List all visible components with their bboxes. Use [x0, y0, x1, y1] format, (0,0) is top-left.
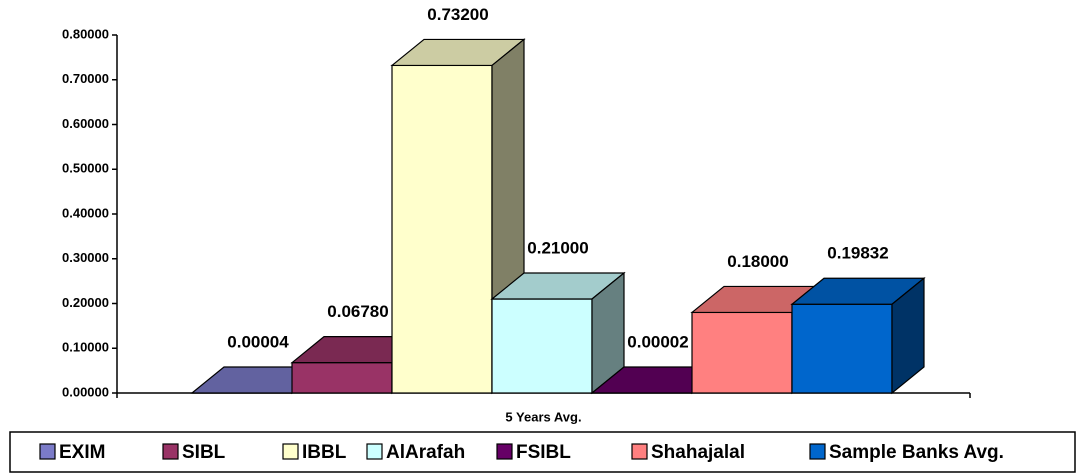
legend-label: AlArafah	[386, 442, 465, 463]
legend-label: SIBL	[182, 442, 226, 463]
bar	[491, 298, 593, 394]
value-label: 0.73200	[427, 5, 488, 24]
legend-label: EXIM	[59, 442, 105, 463]
legend-swatch	[39, 443, 56, 460]
y-tick-label: 0.10000	[62, 340, 109, 355]
value-label: 0.18000	[727, 252, 788, 271]
legend-label: Sample Banks Avg.	[829, 442, 1004, 463]
y-tick-label: 0.40000	[62, 205, 109, 220]
legend-swatch	[366, 443, 383, 460]
value-label: 0.21000	[527, 239, 588, 258]
legend-label: FSIBL	[516, 442, 571, 463]
legend-box	[9, 431, 1076, 473]
value-label: 0.06780	[327, 302, 388, 321]
bar	[691, 311, 793, 394]
legend-swatch	[496, 443, 513, 460]
y-tick-label: 0.70000	[62, 71, 109, 86]
x-category-label: 5 Years Avg.	[505, 409, 581, 424]
bar-side	[891, 276, 925, 395]
legend-label: Shahajalal	[651, 442, 745, 463]
legend-label: IBBL	[302, 442, 347, 463]
bar	[391, 64, 493, 394]
y-tick-label: 0.20000	[62, 295, 109, 310]
bar	[791, 303, 893, 394]
legend-swatch	[809, 443, 826, 460]
value-label: 0.19832	[827, 244, 888, 263]
y-tick-label: 0.50000	[62, 161, 109, 176]
legend-swatch	[282, 443, 299, 460]
y-tick-label: 0.60000	[62, 116, 109, 131]
value-label: 0.00004	[227, 332, 289, 351]
legend-swatch	[631, 443, 648, 460]
y-tick-label: 0.30000	[62, 250, 109, 265]
value-label: 0.00002	[627, 332, 688, 351]
y-tick-label: 0.80000	[62, 26, 109, 41]
y-tick-label: 0.00000	[62, 384, 109, 399]
bar	[291, 362, 393, 394]
legend-swatch	[162, 443, 179, 460]
